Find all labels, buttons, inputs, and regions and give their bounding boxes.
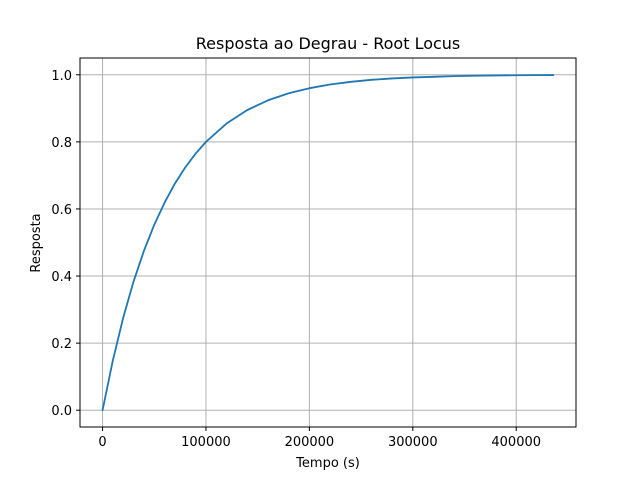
series-line xyxy=(101,74,555,412)
axis-ticks: 0 100000 200000 300000 400000 0.0 0.2 0.4 0.6 0.8… xyxy=(51,69,541,450)
y-tick-label: 1.0 xyxy=(51,69,72,84)
x-axis-label: Tempo (s) xyxy=(295,456,360,471)
x-tick-label: 200000 xyxy=(285,435,335,450)
y-tick-label: 0.4 xyxy=(51,270,72,285)
y-tick-label: 0.6 xyxy=(51,203,72,218)
y-tick-label: 0.2 xyxy=(51,337,72,352)
plot-area-background xyxy=(80,58,576,427)
x-tick-label: 300000 xyxy=(388,435,438,450)
x-tick-label: 400000 xyxy=(491,435,541,450)
x-tick-label: 0 xyxy=(98,435,106,450)
y-axis-label: Resposta xyxy=(29,213,44,272)
plot-frame xyxy=(79,57,577,428)
y-tick-label: 0.0 xyxy=(51,404,72,419)
chart-title: Resposta ao Degrau - Root Locus xyxy=(196,34,461,53)
series-layer xyxy=(101,74,555,412)
x-tick-label: 100000 xyxy=(181,435,231,450)
y-tick-label: 0.8 xyxy=(51,136,72,151)
